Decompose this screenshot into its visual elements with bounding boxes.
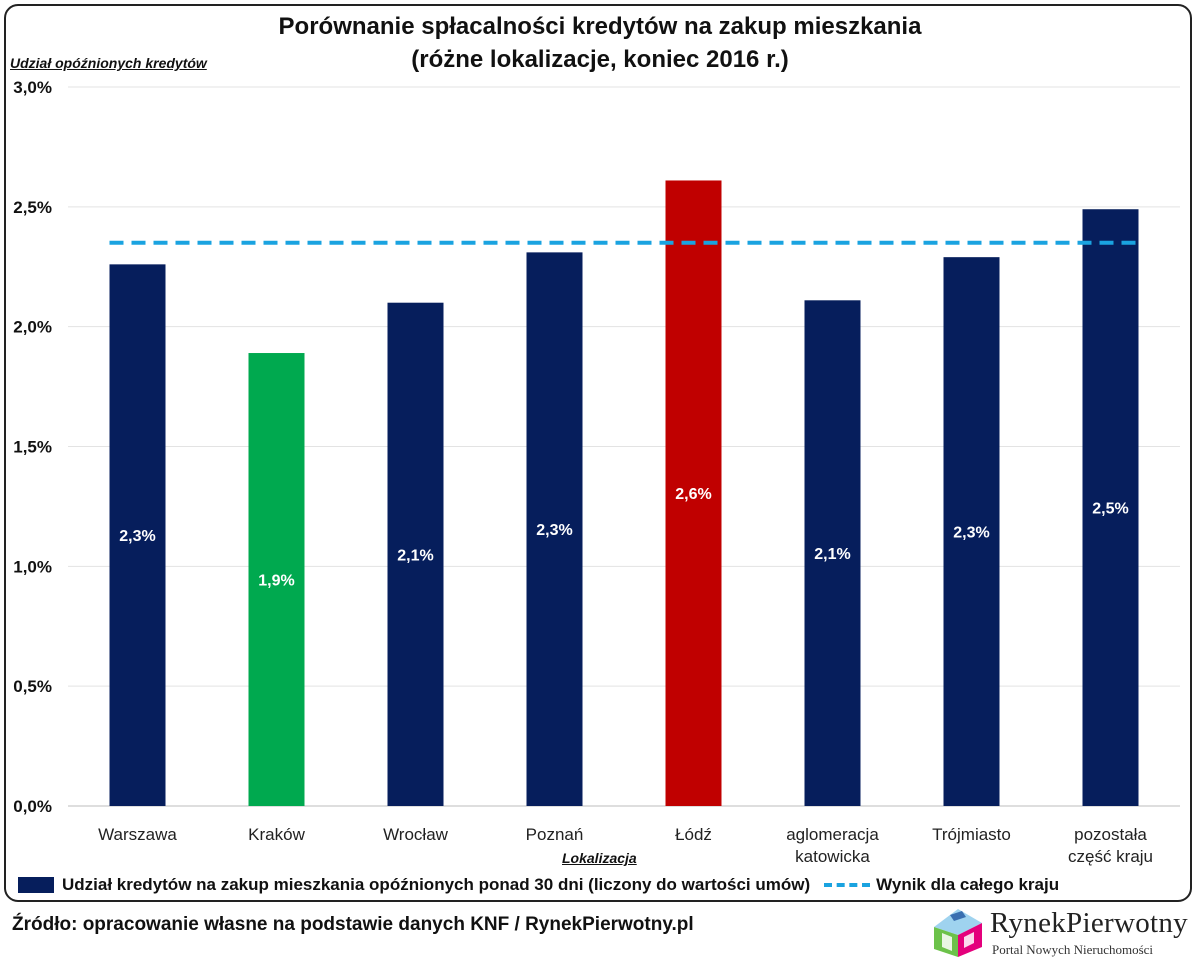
bar (109, 264, 166, 806)
x-tick-label: Trójmiasto (932, 825, 1011, 844)
chart-subtitle: (różne lokalizacje, koniec 2016 r.) (411, 46, 789, 73)
bar (943, 257, 1000, 806)
legend-swatch-bars (18, 877, 54, 893)
y-tick-label: 0,0% (13, 797, 52, 816)
y-tick-label: 1,0% (13, 557, 52, 576)
data-label: 2,3% (953, 525, 989, 542)
bar (1082, 209, 1139, 807)
logo-tagline: Portal Nowych Nieruchomości (992, 942, 1154, 957)
y-tick-label: 2,0% (13, 318, 52, 337)
y-axis-label: Udział opóźnionych kredytów (10, 55, 207, 71)
legend-swatch-dashed-line (824, 883, 871, 887)
bar (248, 353, 305, 806)
source-note: Źródło: opracowanie własne na podstawie … (12, 914, 694, 935)
x-tick-label: Kraków (248, 825, 305, 844)
house-logo-icon (934, 909, 982, 957)
data-label: 2,1% (814, 546, 850, 563)
x-tick-label: aglomeracja katowicka (786, 825, 879, 866)
x-tick-label: pozostała część kraju (1068, 825, 1153, 866)
data-label: 1,9% (258, 573, 294, 590)
y-tick-label: 3,0% (13, 78, 52, 97)
chart-title: Porównanie spłacalności kredytów na zaku… (278, 13, 922, 40)
bar (665, 180, 722, 807)
bar (387, 302, 444, 806)
bar (526, 252, 583, 806)
data-label: 2,3% (119, 528, 155, 545)
x-tick-label: Łódź (675, 825, 712, 844)
legend-label-reference: Wynik dla całego kraju (876, 875, 1060, 894)
data-label: 2,3% (536, 522, 572, 539)
y-tick-label: 2,5% (13, 198, 52, 217)
data-label: 2,5% (1092, 501, 1128, 518)
data-label: 2,6% (675, 486, 711, 503)
bar-chart: 0,0% 0,5% 1,0% 1,5% 2,0% 2,5% 3,0% 2,3% 1,9% 2,1… (13, 78, 1180, 866)
x-axis-label: Lokalizacja (562, 850, 637, 866)
y-tick-label: 1,5% (13, 438, 52, 457)
legend-label-bars: Udział kredytów na zakup mieszkania opóź… (62, 875, 811, 894)
legend: Udział kredytów na zakup mieszkania opóź… (18, 874, 1059, 896)
logo: RynekPierwotny Portal Nowych Nieruchomoś… (928, 905, 1190, 961)
x-tick-label: Wrocław (383, 825, 449, 844)
y-tick-label: 0,5% (13, 677, 52, 696)
bar (804, 300, 861, 806)
data-label: 2,1% (397, 547, 433, 564)
logo-name: RynekPierwotny (990, 907, 1188, 939)
x-tick-label: Warszawa (98, 825, 177, 844)
x-tick-label: Poznań (526, 825, 584, 844)
